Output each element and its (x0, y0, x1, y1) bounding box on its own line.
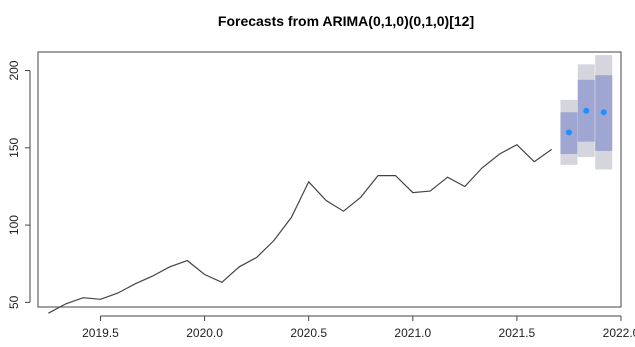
series-group (48, 143, 553, 314)
y-axis: 50 100 150 200 (7, 60, 31, 309)
x-tick-label-4: 2021.5 (499, 326, 536, 340)
x-tick-label-1: 2020.0 (186, 326, 223, 340)
x-tick-label-0: 2019.5 (82, 326, 119, 340)
x-tick-label-3: 2021.0 (394, 326, 431, 340)
forecast-point-0 (565, 129, 572, 136)
x-axis: 2019.5 2020.0 2020.5 2021.0 2021.5 2022.0 (82, 315, 635, 340)
y-tick-label-2: 150 (7, 137, 21, 157)
forecast-points (565, 107, 607, 136)
x-tick-label-2: 2020.5 (290, 326, 327, 340)
plot-area-frame (37, 51, 622, 308)
y-tick-label-0: 50 (7, 295, 21, 309)
series-line-0 (48, 143, 553, 314)
y-tick-label-3: 200 (7, 60, 21, 80)
y-tick-label-1: 100 (7, 215, 21, 235)
chart-title: Forecasts from ARIMA(0,1,0)(0,1,0)[12] (218, 13, 474, 29)
x-tick-label-5: 2022.0 (603, 326, 635, 340)
forecast-point-2 (600, 109, 607, 116)
forecast-point-1 (583, 107, 590, 114)
